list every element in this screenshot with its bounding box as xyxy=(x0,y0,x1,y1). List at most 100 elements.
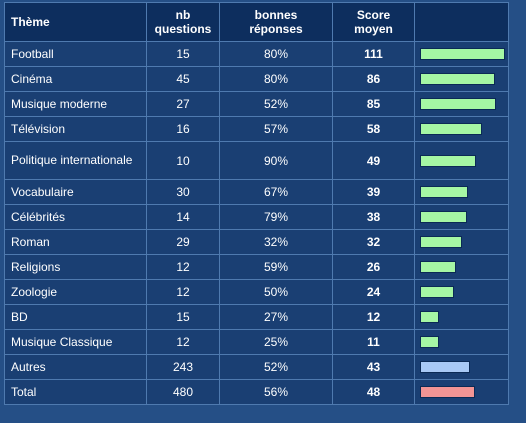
row-bar-cell xyxy=(414,204,509,230)
row-score: 111 xyxy=(332,41,415,67)
row-questions: 10 xyxy=(146,141,220,180)
table-row: Télévision 16 57% 58 xyxy=(4,116,509,142)
row-questions: 29 xyxy=(146,229,220,255)
row-score: 39 xyxy=(332,179,415,205)
row-bar-cell xyxy=(414,41,509,67)
row-theme: Roman xyxy=(4,229,147,255)
row-bar-cell xyxy=(414,304,509,330)
row-questions: 15 xyxy=(146,304,220,330)
row-correct: 27% xyxy=(219,304,333,330)
right-edge xyxy=(511,0,526,423)
row-theme: Musique Classique xyxy=(4,329,147,355)
row-score: 24 xyxy=(332,279,415,305)
row-bar-cell xyxy=(414,279,509,305)
row-correct: 52% xyxy=(219,354,333,380)
row-score: 43 xyxy=(332,354,415,380)
row-theme: Total xyxy=(4,379,147,405)
header-correct-answers: bonnes réponses xyxy=(219,2,333,42)
row-score: 38 xyxy=(332,204,415,230)
row-correct: 80% xyxy=(219,66,333,92)
row-correct: 57% xyxy=(219,116,333,142)
row-bar-cell xyxy=(414,116,509,142)
row-correct: 59% xyxy=(219,254,333,280)
score-bar xyxy=(420,286,454,298)
row-bar-cell xyxy=(414,66,509,92)
row-questions: 480 xyxy=(146,379,220,405)
row-bar-cell xyxy=(414,254,509,280)
row-theme: Religions xyxy=(4,254,147,280)
row-score: 58 xyxy=(332,116,415,142)
table-row: Zoologie 12 50% 24 xyxy=(4,279,509,305)
row-bar-cell xyxy=(414,379,509,405)
score-table-container: Thème nb questions bonnes réponses Score… xyxy=(4,2,509,405)
table-row: Total 480 56% 48 xyxy=(4,379,509,405)
row-correct: 32% xyxy=(219,229,333,255)
row-theme: Football xyxy=(4,41,147,67)
score-bar xyxy=(420,211,467,223)
score-bar xyxy=(420,186,468,198)
row-score: 48 xyxy=(332,379,415,405)
score-bar xyxy=(420,361,470,373)
row-bar-cell xyxy=(414,91,509,117)
table-row: Roman 29 32% 32 xyxy=(4,229,509,255)
row-score: 11 xyxy=(332,329,415,355)
row-theme: BD xyxy=(4,304,147,330)
score-bar xyxy=(420,236,462,248)
row-theme: Célébrités xyxy=(4,204,147,230)
row-correct: 56% xyxy=(219,379,333,405)
row-correct: 50% xyxy=(219,279,333,305)
table-row: Cinéma 45 80% 86 xyxy=(4,66,509,92)
score-bar xyxy=(420,48,505,60)
row-questions: 12 xyxy=(146,329,220,355)
row-score: 12 xyxy=(332,304,415,330)
table-row: Football 15 80% 111 xyxy=(4,41,509,67)
row-theme: Vocabulaire xyxy=(4,179,147,205)
table-row: BD 15 27% 12 xyxy=(4,304,509,330)
row-questions: 243 xyxy=(146,354,220,380)
score-bar xyxy=(420,123,482,135)
row-correct: 52% xyxy=(219,91,333,117)
header-row: Thème nb questions bonnes réponses Score… xyxy=(4,2,509,42)
table-row: Politique internationale 10 90% 49 xyxy=(4,141,509,180)
row-correct: 79% xyxy=(219,204,333,230)
row-questions: 12 xyxy=(146,254,220,280)
row-correct: 25% xyxy=(219,329,333,355)
row-theme: Cinéma xyxy=(4,66,147,92)
header-questions: nb questions xyxy=(146,2,220,42)
row-questions: 45 xyxy=(146,66,220,92)
table-row: Religions 12 59% 26 xyxy=(4,254,509,280)
row-correct: 80% xyxy=(219,41,333,67)
header-average-score: Score moyen xyxy=(332,2,415,42)
row-questions: 15 xyxy=(146,41,220,67)
header-theme: Thème xyxy=(4,2,147,42)
row-score: 32 xyxy=(332,229,415,255)
row-score: 49 xyxy=(332,141,415,180)
row-theme: Musique moderne xyxy=(4,91,147,117)
table-row: Vocabulaire 30 67% 39 xyxy=(4,179,509,205)
row-theme: Télévision xyxy=(4,116,147,142)
table-row: Autres 243 52% 43 xyxy=(4,354,509,380)
row-correct: 90% xyxy=(219,141,333,180)
row-score: 85 xyxy=(332,91,415,117)
score-bar xyxy=(420,154,476,167)
table-row: Célébrités 14 79% 38 xyxy=(4,204,509,230)
row-theme: Autres xyxy=(4,354,147,380)
row-bar-cell xyxy=(414,141,509,180)
table-row: Musique moderne 27 52% 85 xyxy=(4,91,509,117)
row-bar-cell xyxy=(414,179,509,205)
score-table: Thème nb questions bonnes réponses Score… xyxy=(4,2,509,405)
table-body: Football 15 80% 111 Cinéma 45 80% 86 Musique mod… xyxy=(4,41,509,405)
score-bar xyxy=(420,336,439,348)
row-theme: Zoologie xyxy=(4,279,147,305)
row-score: 26 xyxy=(332,254,415,280)
row-bar-cell xyxy=(414,229,509,255)
score-bar xyxy=(420,261,456,273)
score-bar xyxy=(420,98,496,110)
row-theme: Politique internationale xyxy=(4,141,147,180)
row-questions: 12 xyxy=(146,279,220,305)
header-bar xyxy=(414,2,509,42)
row-bar-cell xyxy=(414,329,509,355)
row-questions: 14 xyxy=(146,204,220,230)
row-questions: 30 xyxy=(146,179,220,205)
row-correct: 67% xyxy=(219,179,333,205)
